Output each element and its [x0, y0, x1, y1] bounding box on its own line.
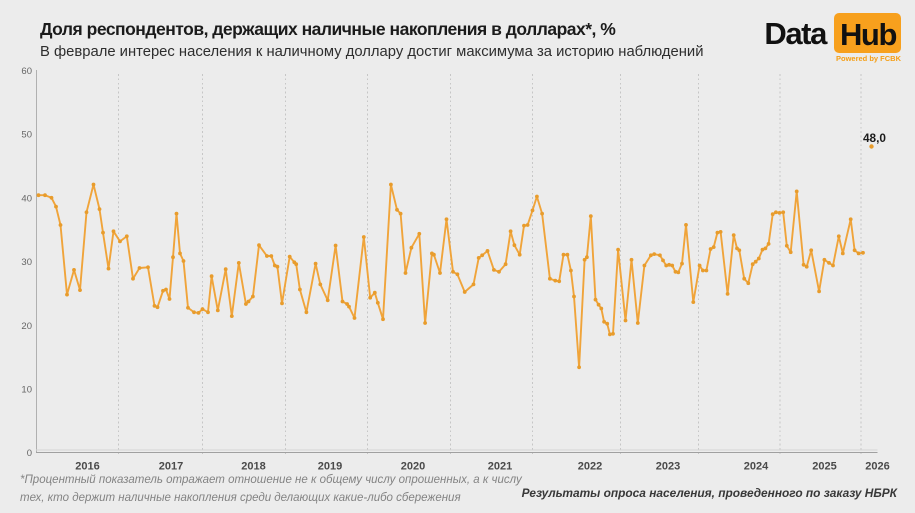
- svg-text:2025: 2025: [812, 461, 836, 473]
- svg-text:20: 20: [21, 321, 32, 332]
- svg-text:0: 0: [27, 448, 32, 459]
- svg-text:2021: 2021: [488, 461, 512, 473]
- svg-text:40: 40: [21, 193, 32, 204]
- svg-text:2026: 2026: [865, 461, 889, 473]
- svg-text:2020: 2020: [401, 461, 425, 473]
- svg-text:30: 30: [21, 257, 32, 268]
- svg-text:60: 60: [21, 66, 32, 77]
- svg-text:2018: 2018: [241, 461, 265, 473]
- svg-text:2023: 2023: [656, 461, 680, 473]
- svg-text:2019: 2019: [318, 461, 342, 473]
- svg-text:2024: 2024: [744, 461, 769, 473]
- svg-text:2022: 2022: [578, 461, 602, 473]
- svg-text:2017: 2017: [159, 461, 183, 473]
- svg-text:10: 10: [21, 385, 32, 396]
- svg-text:50: 50: [21, 130, 32, 141]
- svg-text:2016: 2016: [75, 461, 99, 473]
